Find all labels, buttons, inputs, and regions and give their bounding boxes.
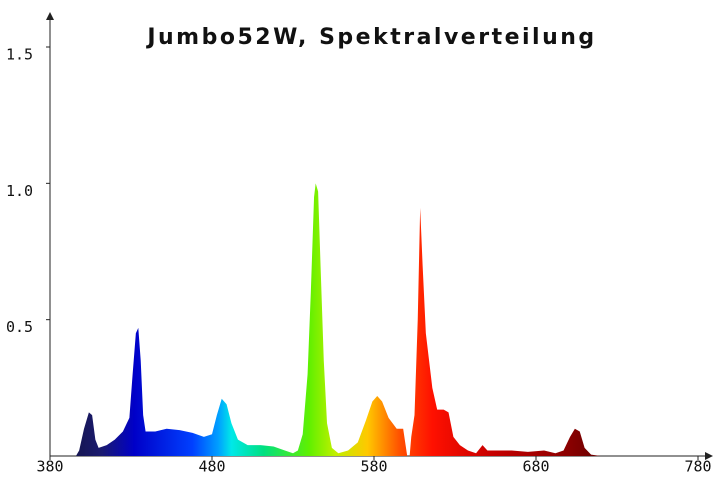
y-tick-label: 1.5	[6, 46, 33, 64]
y-tick-label: 1.0	[6, 182, 33, 200]
y-tick-label: 0.5	[6, 318, 33, 336]
x-tick-label: 780	[684, 458, 711, 476]
x-axis-arrow	[705, 452, 713, 460]
x-tick-label: 580	[360, 458, 387, 476]
x-tick-label: 480	[198, 458, 225, 476]
x-tick-label: 680	[522, 458, 549, 476]
spectrum-area	[50, 183, 698, 456]
x-tick-label: 380	[36, 458, 63, 476]
chart-title: Jumbo52W, Spektralverteilung	[145, 25, 596, 50]
y-axis-arrow	[46, 12, 54, 20]
